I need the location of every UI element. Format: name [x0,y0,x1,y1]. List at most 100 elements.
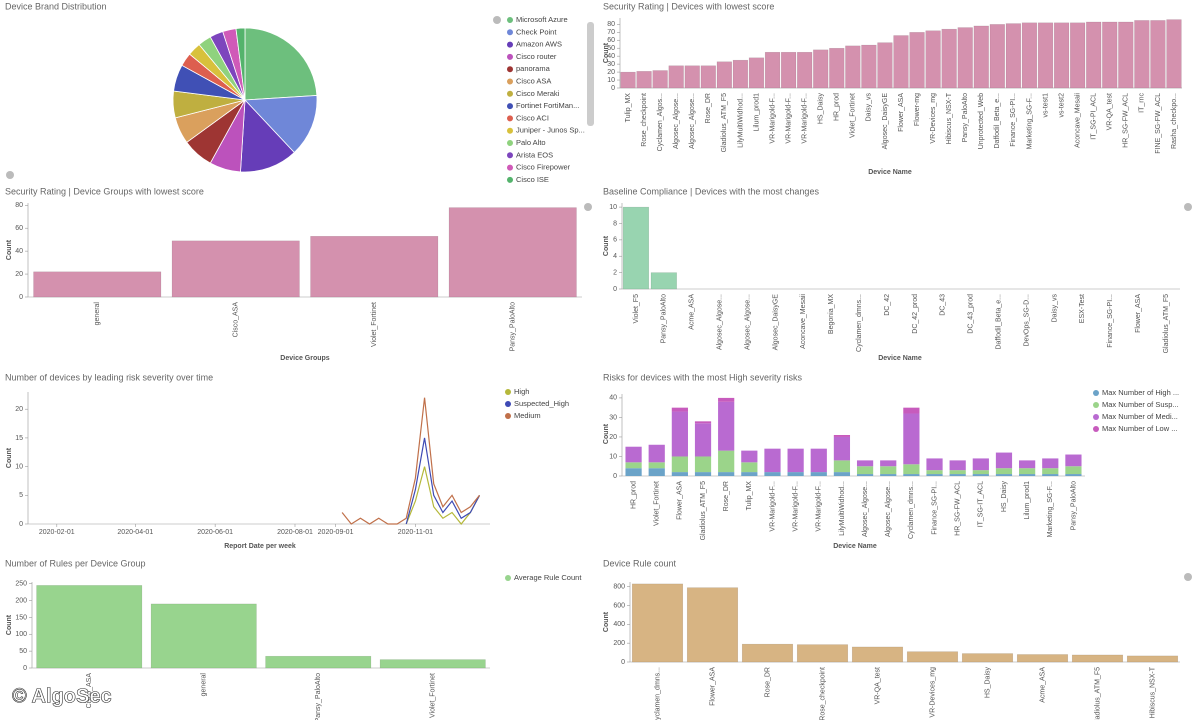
x-tick-label: 2020-11-01 [398,529,433,536]
legend-toggle[interactable] [584,203,592,211]
x-tick-label: Unprotected_Web [978,93,985,149]
bar-segment [926,474,943,476]
x-tick-label: general [201,673,208,697]
scrollbar[interactable] [587,22,594,126]
bar-segment [833,472,851,476]
bar-segment [1042,468,1059,475]
line-series [405,437,481,525]
bar [741,643,794,663]
legend-toggle[interactable] [1184,203,1192,211]
y-tick-label: 600 [613,602,625,609]
x-tick-label: Lilum_prod1 [1024,481,1031,520]
y-tick-label: 0 [19,521,23,528]
bar [379,659,486,669]
bar-segment [926,470,943,475]
legend-toggle[interactable] [493,16,501,24]
x-tick-label: IT_SG-IT_ACL [978,481,985,527]
x-tick-label: Aconcave_Mesaii [800,294,807,349]
x-tick-label: Pansy_PaloAlto [315,673,322,720]
legend-label: Max Number of Susp... [1102,400,1179,409]
bar [686,587,739,663]
bar-segment [995,452,1013,469]
bar [1071,654,1124,663]
x-tick-label: HS_Daisy [984,667,991,699]
legend-swatch [507,115,513,122]
y-tick-label: 20 [609,434,617,441]
x-tick-label: Pansy_PaloAlto [510,302,517,352]
x-tick-label: ESX-Test [1079,294,1086,323]
bar-segment [903,407,920,414]
legend-swatch [507,29,513,36]
bar [1016,654,1069,663]
bar-segment [1065,454,1082,467]
y-tick-label: 10 [609,204,617,211]
bar-segment [671,472,688,476]
bar [829,47,845,89]
bar-segment [995,474,1013,476]
bar-segment [880,466,897,475]
bar [310,235,439,298]
y-tick-label: 30 [609,414,617,421]
legend-swatch [505,389,511,395]
bar [171,240,300,298]
x-tick-label: HS_Daisy [1001,481,1008,513]
legend-label: Fortinet FortiMan... [516,101,579,110]
x-tick-label: Aconcave_Mesaii [1074,93,1081,148]
x-axis-title: Device Groups [280,355,330,362]
bar-segment [949,470,966,475]
bar [1126,655,1179,663]
y-tick-label: 10 [609,453,617,460]
x-tick-label: HR_SG-FW_ACL [1123,93,1130,148]
y-tick-label: 10 [15,463,23,470]
x-tick-label: HR_SG-FW_ACL [955,481,962,536]
bar-segment [1065,466,1082,475]
pie-slice [244,27,318,101]
x-tick-label: Algosec_DaisyGE [882,93,889,150]
bar-segment [741,472,758,476]
bar-segment [671,411,688,457]
panel-title: Number of Rules per Device Group [5,558,146,568]
legend-toggle[interactable] [1184,573,1192,581]
y-tick-label: 200 [15,597,27,604]
y-tick-label: 70 [607,29,615,36]
bar [1166,19,1182,89]
panel-title: Number of devices by leading risk severi… [5,372,213,382]
x-tick-label: FINE_SG-FW_ACL [1155,93,1162,154]
x-tick-label: 2020-04-01 [117,529,153,536]
legend-swatch [1093,402,1099,408]
x-tick-label: Flower-mg [914,93,921,126]
legend-swatch [505,413,511,419]
x-tick-label: DC_43_prod [968,294,975,334]
bar [1134,20,1150,89]
y-tick-label: 60 [15,225,23,232]
bar [1037,22,1054,89]
bar [700,65,716,89]
x-tick-label: Violet_Fortinet [850,93,857,138]
x-tick-label: Flower_ASA [677,481,684,520]
y-tick-label: 0 [19,294,23,301]
legend-swatch [1093,390,1099,396]
x-axis-title: Device Name [833,543,877,550]
x-tick-label: VR-Marigold-F... [769,481,776,532]
bar [861,44,877,89]
bar-segment [625,446,642,463]
legend-label: Amazon AWS [516,40,562,49]
x-tick-label: Cyclamen_dmns... [856,294,863,352]
x-tick-label: Daisy_vs [866,93,873,122]
x-tick-label: 2020-09-01 [318,529,354,536]
legend-toggle[interactable] [6,171,14,179]
bar-segment [787,448,804,473]
x-tick-label: VR-Marigold-F... [802,93,809,144]
bar [957,27,973,89]
bar [265,655,372,669]
legend-label: Juniper - Junos Sp... [516,126,585,135]
legend-label: Cisco ACI [516,113,549,122]
bar-segment [625,462,642,469]
bar [909,32,925,89]
x-tick-label: Rose_DR [705,93,712,123]
bar-segment [694,456,712,473]
bar-segment [741,450,758,463]
x-tick-label: Pansy_PaloAlto [962,93,969,143]
x-tick-label: vs-test2 [1058,93,1065,118]
legend-label: Cisco ISE [516,175,549,184]
